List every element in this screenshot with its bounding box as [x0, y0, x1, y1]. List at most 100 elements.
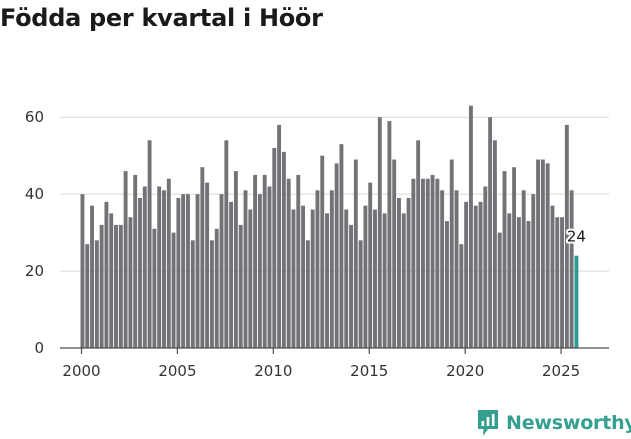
bar: [181, 194, 186, 348]
bar: [128, 217, 133, 348]
bar: [85, 244, 90, 348]
bar: [277, 124, 282, 348]
bar: [138, 198, 142, 348]
bar: [248, 209, 253, 348]
bar: [406, 198, 411, 348]
bar: [166, 178, 171, 348]
bar: [440, 190, 445, 348]
bar: [449, 159, 454, 348]
bar: [540, 159, 545, 348]
bar: [521, 190, 526, 348]
bar: [329, 190, 334, 348]
x-tick-label: 2015: [350, 362, 388, 380]
brand-logo: Newsworthy: [476, 408, 631, 438]
bar: [373, 209, 377, 348]
bar: [286, 178, 291, 348]
bar: [492, 140, 497, 348]
bar: [473, 205, 478, 348]
bar: [358, 240, 363, 348]
brand-name: Newsworthy: [506, 412, 631, 434]
bar: [377, 117, 382, 348]
bar: [219, 194, 224, 348]
y-tick-label: 20: [25, 262, 44, 280]
bar: [118, 224, 123, 348]
bar: [296, 174, 301, 348]
chart-title: Födda per kvartal i Höör: [0, 4, 323, 32]
y-tick-label: 0: [34, 339, 44, 357]
bar: [497, 232, 502, 348]
bar: [142, 186, 147, 348]
bar: [190, 240, 195, 348]
bar: [468, 105, 473, 348]
bar: [430, 174, 435, 348]
bar: [478, 201, 483, 348]
bar: [99, 224, 104, 348]
bar: [104, 201, 109, 348]
bar: [464, 201, 469, 348]
bar: [186, 194, 190, 348]
bar: [233, 171, 238, 348]
bar: [512, 167, 517, 348]
bar: [195, 194, 200, 348]
y-tick-label: 40: [25, 185, 44, 203]
bar: [363, 205, 368, 348]
bar: [272, 148, 277, 348]
bar: [114, 224, 118, 348]
bar: [416, 140, 421, 348]
bar: [200, 167, 205, 348]
bar: [109, 213, 114, 348]
bar: [171, 232, 176, 348]
bar: [507, 213, 512, 348]
bar: [344, 209, 349, 348]
bar: [382, 213, 387, 348]
bar: [387, 121, 392, 348]
x-tick-label: 2025: [542, 362, 580, 380]
bar: [152, 228, 157, 348]
bar: [123, 171, 128, 348]
bar: [526, 221, 531, 348]
data-labels: 24: [565, 226, 588, 248]
bar: [459, 244, 464, 348]
bar: [368, 182, 373, 348]
bar: [392, 159, 397, 348]
bar-highlighted: [574, 255, 579, 348]
bar: [147, 140, 152, 348]
bar: [334, 163, 339, 348]
bar: [435, 178, 440, 348]
bar: [454, 190, 459, 348]
x-tick-label: 2000: [62, 362, 100, 380]
bar: [315, 190, 320, 348]
bar: [229, 201, 234, 348]
bar: [224, 140, 229, 348]
newsworthy-logo-icon: [478, 410, 498, 436]
bar: [205, 182, 210, 348]
bar: [80, 194, 85, 348]
bar: [238, 224, 243, 348]
bar: [162, 190, 166, 348]
x-tick-label: 2010: [254, 362, 292, 380]
y-tick-label: 60: [25, 108, 44, 126]
x-tick-label: 2020: [446, 362, 484, 380]
bar: [301, 205, 306, 348]
bar: [257, 194, 262, 348]
bar: [545, 163, 550, 348]
bar: [411, 178, 416, 348]
bar: [90, 205, 94, 348]
bar: [483, 186, 488, 348]
x-tick-label: 2005: [158, 362, 196, 380]
bars: [80, 105, 579, 348]
bar: [133, 174, 138, 348]
bar: [310, 209, 315, 348]
bar: [550, 205, 555, 348]
bar: [262, 174, 267, 348]
bar: [502, 171, 507, 348]
bar: [157, 186, 162, 348]
bar: [564, 124, 569, 348]
bar: [569, 190, 574, 348]
bar: [488, 117, 493, 348]
y-axis-ticks: 0 20 40 60: [25, 108, 44, 357]
bar: [349, 224, 353, 348]
bar: [560, 217, 564, 348]
bar: [531, 194, 536, 348]
